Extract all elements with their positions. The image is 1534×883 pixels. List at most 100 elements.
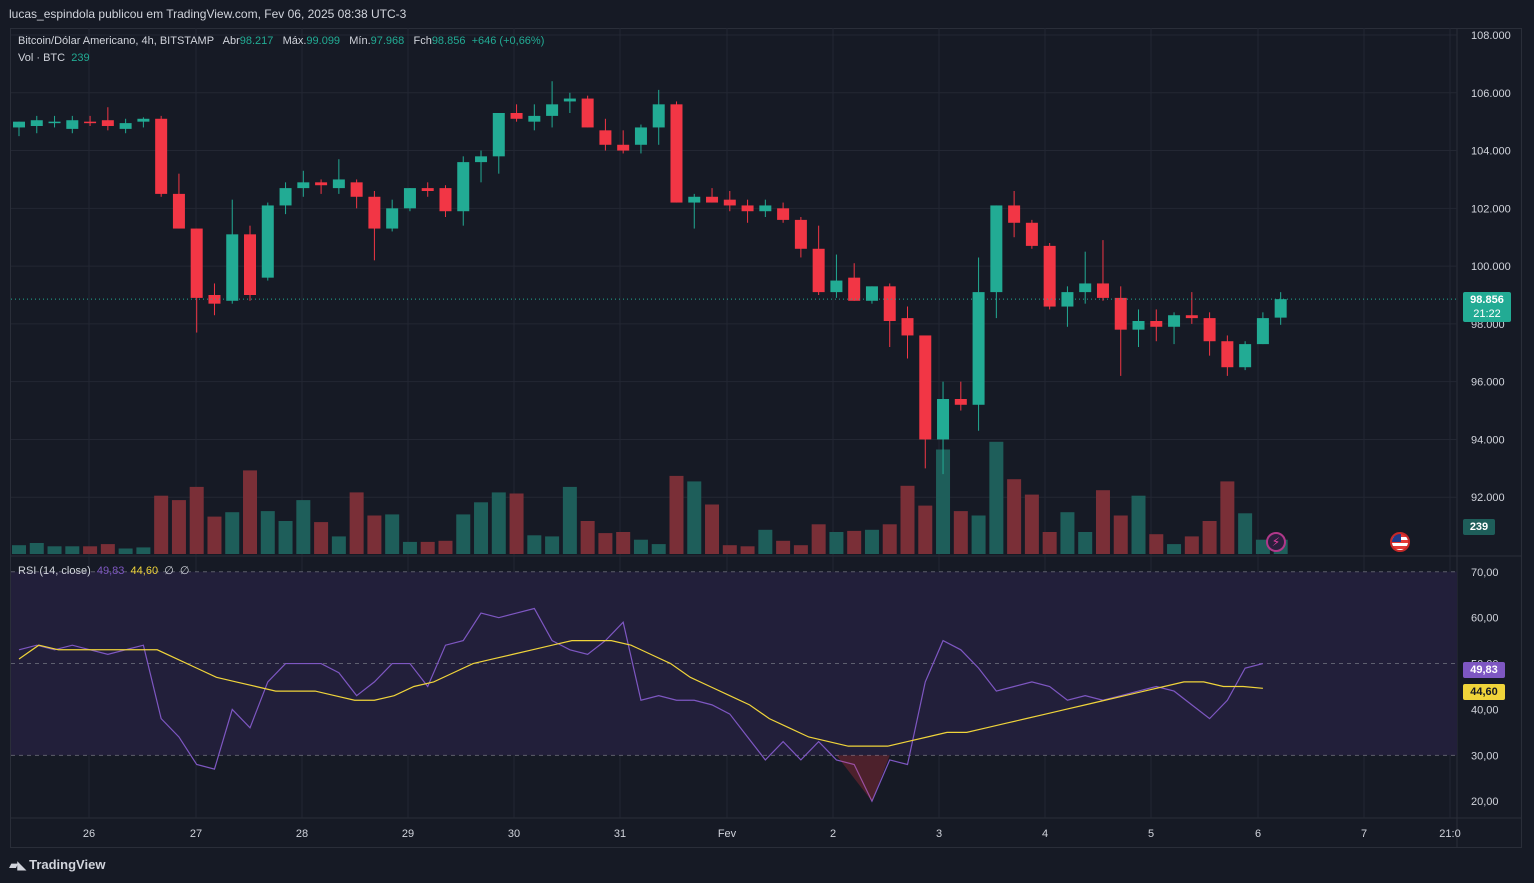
volume-bar [687, 481, 702, 554]
price-tick-label: 102.000 [1471, 203, 1511, 215]
volume-bar [207, 516, 222, 554]
candle-body [1079, 283, 1092, 293]
volume-bar [243, 470, 258, 554]
candle-body [1008, 205, 1021, 223]
volume-bar [740, 546, 755, 554]
tradingview-logo[interactable]: ▰◣ TradingView [9, 857, 105, 872]
volume-label: Vol · BTC [18, 52, 66, 64]
candle-body [1043, 245, 1056, 307]
rsi-ma-line [18, 640, 1263, 747]
rsi-tick-label: 30,00 [1471, 750, 1499, 762]
volume-bar [936, 449, 951, 554]
candle-body [901, 318, 914, 336]
time-tick-label: 3 [936, 828, 942, 840]
volume-bar [651, 544, 666, 554]
candle-body [457, 162, 470, 212]
volume-bar [314, 522, 329, 554]
candle-body [688, 196, 701, 203]
candle-body [670, 104, 683, 203]
volume-bar [882, 524, 897, 554]
volume-bar [118, 548, 133, 554]
price-tick-label: 106.000 [1471, 88, 1511, 100]
rsi-legend[interactable]: RSI (14, close) 49,83 44,60 ∅ ∅ [18, 564, 190, 577]
volume-bar [438, 540, 453, 554]
candle-body [812, 248, 825, 293]
candle-body [954, 399, 967, 405]
volume-bar [633, 539, 648, 554]
candle-body [1185, 315, 1198, 319]
lightning-event-icon[interactable]: ⚡ [1266, 532, 1286, 552]
candle-body [439, 188, 452, 212]
candle-body [777, 208, 790, 220]
candle-body [937, 399, 950, 440]
volume-bar [616, 532, 631, 554]
candle-body [634, 127, 647, 145]
candle-body [581, 98, 594, 128]
volume-bar [793, 545, 808, 554]
volume-bar [420, 541, 435, 554]
open-value: 98.217 [239, 35, 274, 47]
candle-body [421, 188, 434, 191]
symbol-legend[interactable]: Bitcoin/Dólar Americano, 4h, BITSTAMP Ab… [18, 35, 544, 47]
volume-bar [100, 544, 115, 554]
candle-body [172, 193, 185, 229]
candle-body [883, 286, 896, 321]
volume-legend[interactable]: Vol · BTC 239 [18, 52, 90, 64]
candle-body [706, 196, 719, 203]
footer-bar [0, 850, 1534, 883]
volume-bar [971, 515, 986, 554]
price-tick-label: 104.000 [1471, 146, 1511, 158]
volume-bar [171, 500, 186, 554]
volume-bar [562, 486, 577, 554]
rsi-line [18, 607, 1264, 803]
candle-body [190, 228, 203, 298]
candle-body [30, 120, 43, 126]
volume-bar [1060, 512, 1075, 554]
volume-bar [331, 536, 346, 554]
price-axis: 108.000106.000104.000102.000100.00098.00… [1471, 30, 1511, 504]
us-flag-event-icon[interactable] [1390, 532, 1410, 552]
candle-body [208, 295, 221, 304]
candle-body [1132, 321, 1145, 330]
volume-bar [1113, 515, 1128, 554]
volume-bar [225, 512, 240, 554]
tv-logo-icon: ▰◣ [9, 858, 26, 872]
volume-bar [1220, 481, 1235, 554]
candle-body [1221, 341, 1234, 368]
time-axis: 26 27 28 29 30 31 Fev 2 3 4 5 6 7 21:0 [83, 828, 1461, 840]
candle-body [155, 118, 168, 194]
candle-body [723, 199, 736, 206]
bar-countdown: 21:22 [1473, 308, 1501, 320]
high-label: Máx. [282, 35, 307, 47]
time-tick-label: 28 [296, 828, 308, 840]
rsi-tick-label: 70,00 [1471, 567, 1499, 579]
candle-body [84, 121, 97, 124]
volume-bar [776, 540, 791, 554]
candle-body [848, 277, 861, 301]
volume-bar [509, 493, 524, 554]
volume-bar [705, 504, 720, 554]
volume-bar [456, 514, 471, 554]
volume-bar [598, 533, 613, 554]
time-tick-label: 29 [402, 828, 414, 840]
rsi-label: RSI (14, close) [18, 565, 91, 577]
candle-body [599, 130, 612, 145]
low-label: Mín. [349, 35, 371, 47]
time-tick-label: 2 [830, 828, 836, 840]
volume-bar [864, 529, 879, 554]
volume-bars [12, 441, 1288, 554]
candle-body [315, 182, 328, 186]
volume-bar [1202, 521, 1217, 554]
rsi-extra-2: ∅ [179, 565, 190, 577]
volume-bar [83, 546, 98, 554]
candle-body [297, 182, 310, 189]
candle-body [1239, 344, 1252, 368]
candle-body [350, 182, 363, 197]
volume-bar [349, 492, 364, 554]
candle-body [1096, 283, 1109, 298]
high-value: 99.099 [306, 35, 341, 47]
rsi-oversold-fill [836, 755, 890, 802]
candle-body [1274, 299, 1287, 318]
volume-bar [491, 492, 506, 554]
